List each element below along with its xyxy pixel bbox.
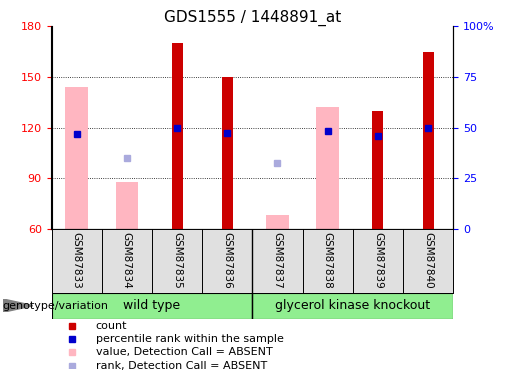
Bar <box>372 111 383 229</box>
Text: GSM87840: GSM87840 <box>423 232 433 289</box>
Polygon shape <box>3 299 33 312</box>
Bar <box>222 77 233 229</box>
Text: GSM87837: GSM87837 <box>272 232 282 289</box>
Text: rank, Detection Call = ABSENT: rank, Detection Call = ABSENT <box>96 360 267 370</box>
Bar <box>252 229 303 292</box>
Text: value, Detection Call = ABSENT: value, Detection Call = ABSENT <box>96 347 272 357</box>
Text: GSM87836: GSM87836 <box>222 232 232 289</box>
Bar <box>403 229 453 292</box>
Bar <box>52 229 102 292</box>
Bar <box>171 43 182 229</box>
Text: wild type: wild type <box>124 299 180 312</box>
Bar <box>303 229 353 292</box>
Text: GSM87839: GSM87839 <box>373 232 383 289</box>
Bar <box>266 215 289 229</box>
Text: glycerol kinase knockout: glycerol kinase knockout <box>275 299 431 312</box>
Bar <box>316 107 339 229</box>
Text: count: count <box>96 321 127 331</box>
Title: GDS1555 / 1448891_at: GDS1555 / 1448891_at <box>164 10 341 26</box>
Text: GSM87838: GSM87838 <box>323 232 333 289</box>
Bar <box>115 182 138 229</box>
Bar <box>102 229 152 292</box>
Text: percentile rank within the sample: percentile rank within the sample <box>96 334 284 344</box>
Bar <box>202 229 252 292</box>
Bar <box>353 229 403 292</box>
Bar <box>65 87 88 229</box>
Bar <box>152 229 202 292</box>
Text: genotype/variation: genotype/variation <box>3 301 109 310</box>
Text: GSM87835: GSM87835 <box>172 232 182 289</box>
Text: GSM87834: GSM87834 <box>122 232 132 289</box>
Bar <box>52 292 252 319</box>
Text: GSM87833: GSM87833 <box>72 232 81 289</box>
Bar <box>423 52 434 229</box>
Bar <box>252 292 453 319</box>
